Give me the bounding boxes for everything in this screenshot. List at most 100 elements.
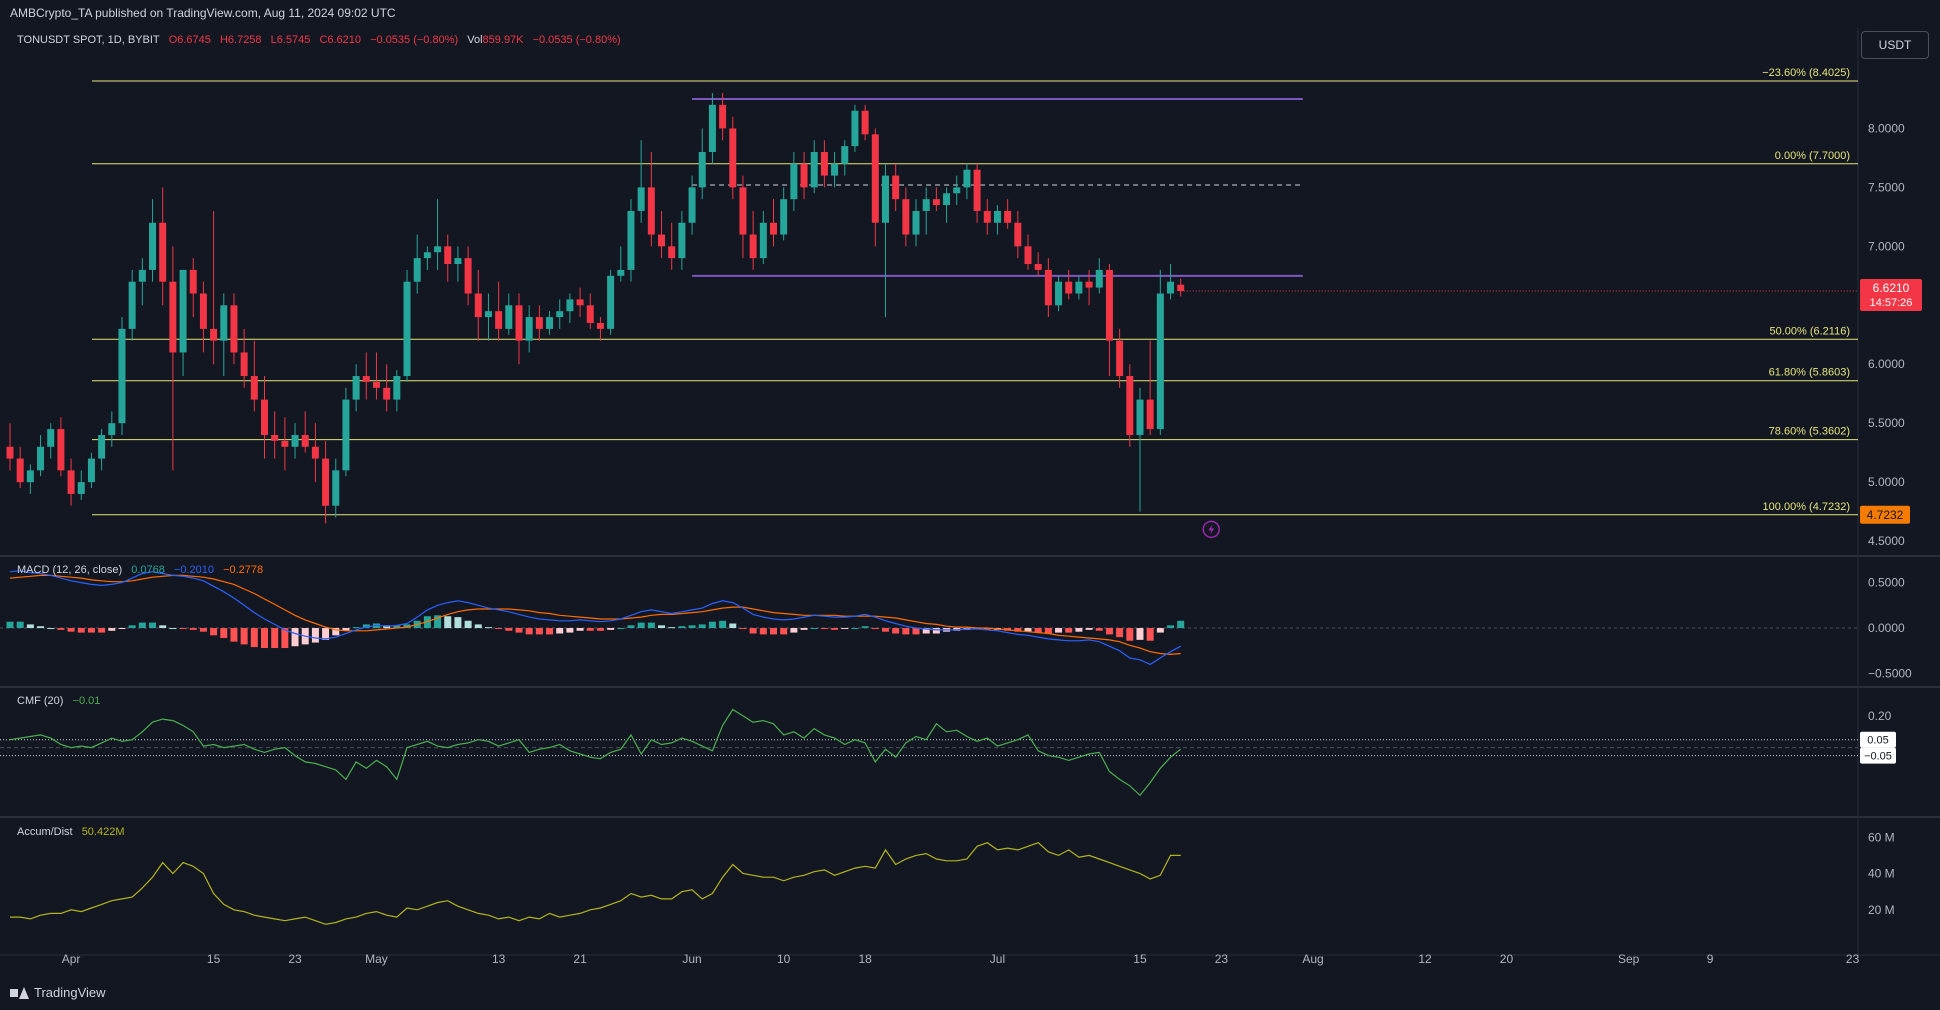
- ad-title[interactable]: Accum/Dist: [17, 826, 73, 838]
- candle-body: [1167, 281, 1175, 294]
- candle-body: [311, 446, 319, 459]
- x-tick-label: Sep: [1618, 952, 1640, 966]
- y-tick-label: 5.5000: [1868, 416, 1905, 430]
- candle-body: [525, 317, 533, 341]
- candle-body: [719, 104, 727, 129]
- macd-histogram-bar: [311, 628, 319, 643]
- macd-histogram-bar: [719, 620, 727, 629]
- macd-histogram-bar: [87, 628, 95, 633]
- macd-histogram-bar: [149, 622, 157, 629]
- candle-body: [16, 458, 24, 483]
- macd-histogram-bar: [515, 628, 523, 633]
- candle-body: [820, 152, 828, 176]
- macd-histogram-bar: [210, 628, 218, 636]
- macd-histogram-bar: [871, 628, 879, 630]
- macd-line: [9, 570, 1181, 666]
- candle-body: [57, 429, 65, 471]
- y-tick-label: 7.5000: [1868, 180, 1905, 194]
- macd-histogram-bar: [1034, 628, 1042, 633]
- candle-body: [1075, 281, 1083, 294]
- candle-body: [362, 376, 370, 382]
- macd-histogram-bar: [159, 625, 167, 629]
- macd-histogram-bar: [118, 628, 126, 630]
- candle-body: [902, 199, 910, 235]
- candle-body: [1126, 376, 1134, 435]
- candle-body: [352, 376, 360, 400]
- candle-body: [932, 199, 940, 206]
- cmf-threshold-text: −0.05: [1864, 751, 1892, 763]
- x-tick-label: 20: [1500, 952, 1514, 966]
- candle-body: [322, 458, 330, 506]
- macd-histogram-bar: [179, 628, 187, 630]
- macd-histogram-bar: [1136, 628, 1144, 640]
- candle-body: [454, 258, 462, 265]
- candle-body: [739, 187, 747, 235]
- candle-body: [637, 187, 645, 211]
- candle-body: [230, 305, 238, 353]
- fib-low-text: 4.7232: [1867, 508, 1904, 522]
- candle-body: [1024, 246, 1032, 265]
- candle-body: [332, 470, 340, 506]
- macd-histogram-bar: [189, 628, 197, 630]
- macd-histogram-bar: [138, 622, 146, 629]
- candle-body: [1095, 269, 1103, 288]
- macd-histogram-bar: [16, 621, 24, 629]
- x-tick-label: 21: [573, 952, 587, 966]
- symbol-name[interactable]: TONUSDT SPOT, 1D, BYBIT: [17, 34, 160, 46]
- macd-histogram-bar: [535, 628, 543, 635]
- macd-histogram-bar: [98, 628, 106, 633]
- candle-body: [810, 152, 818, 188]
- candle-body: [668, 246, 676, 259]
- fib-level-label: 78.60% (5.3602): [1769, 426, 1850, 438]
- macd-title[interactable]: MACD (12, 26, close): [17, 564, 123, 576]
- macd-histogram-bar: [627, 625, 635, 629]
- candle-body: [67, 470, 75, 494]
- candle-body: [556, 311, 564, 318]
- candle-body: [515, 305, 523, 341]
- open-value: O6.6745: [168, 34, 211, 46]
- macd-histogram-bar: [281, 628, 289, 649]
- macd-histogram-bar: [1014, 628, 1022, 632]
- x-tick-label: 10: [777, 952, 791, 966]
- currency-button[interactable]: USDT: [1861, 31, 1929, 59]
- candle-body: [383, 387, 391, 400]
- candle-body: [566, 299, 574, 312]
- cmf-title[interactable]: CMF (20): [17, 695, 64, 707]
- y-tick-label: 40 M: [1868, 867, 1895, 881]
- candle-body: [647, 187, 655, 235]
- x-tick-label: 13: [492, 952, 506, 966]
- candle-body: [271, 434, 279, 441]
- macd-histogram-bar: [57, 628, 65, 630]
- macd-histogram-bar: [454, 617, 462, 629]
- macd-histogram-bar: [271, 628, 279, 649]
- fib-level-label: 61.80% (5.8603): [1769, 367, 1850, 379]
- tradingview-logo-icon: [10, 986, 29, 999]
- candle-body: [413, 258, 421, 282]
- current-price-label: [1860, 279, 1922, 312]
- candle-body: [729, 128, 737, 188]
- flash-icon: [1202, 520, 1220, 539]
- candle-body: [800, 163, 808, 188]
- candle-body: [1004, 210, 1012, 223]
- macd-histogram-bar: [220, 628, 228, 639]
- current-price-text: 6.6210: [1873, 281, 1910, 295]
- x-tick-label: Aug: [1302, 952, 1323, 966]
- candle-body: [240, 352, 248, 377]
- footer-brand[interactable]: TradingView: [10, 985, 106, 1000]
- y-tick-label: 7.0000: [1868, 239, 1905, 253]
- candle-body: [393, 376, 401, 400]
- candle-body: [851, 110, 859, 147]
- macd-histogram-bar: [566, 628, 574, 633]
- candle-body: [535, 317, 543, 329]
- candle-body: [128, 281, 136, 329]
- x-tick-label: 15: [207, 952, 221, 966]
- candle-body: [301, 434, 309, 447]
- candle-body: [678, 222, 686, 259]
- x-tick-label: Apr: [62, 952, 81, 966]
- candle-body: [37, 446, 45, 471]
- candle-body: [210, 328, 218, 341]
- candle-body: [871, 134, 879, 223]
- candle-body: [922, 199, 930, 211]
- macd-histogram-bar: [1126, 628, 1134, 641]
